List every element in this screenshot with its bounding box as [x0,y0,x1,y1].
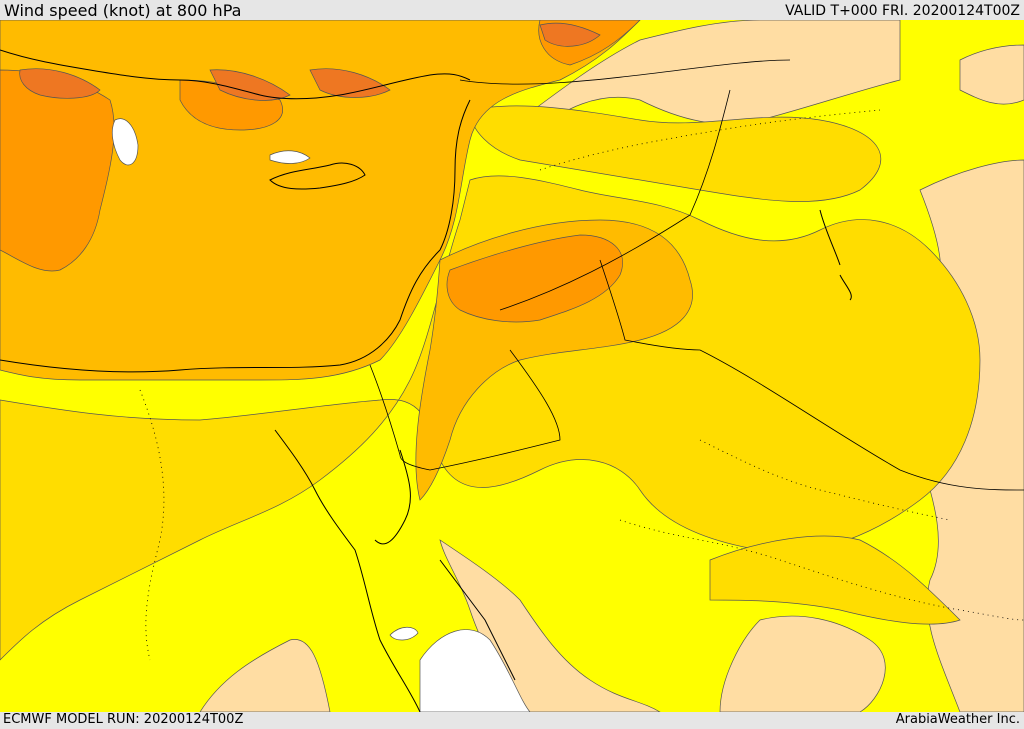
field-below-5 [111,118,531,712]
map-title: Wind speed (knot) at 800 hPa [4,1,242,20]
wind-speed-map [0,20,1024,712]
field-30-plus [19,22,601,101]
credit: ArabiaWeather Inc. [895,712,1020,727]
footer-bar: ECMWF MODEL RUN: 20200124T00Z ArabiaWeat… [0,712,1024,729]
valid-time: VALID T+000 FRI. 20200124T00Z [785,3,1020,19]
coastlines [0,49,852,712]
field-15-20 [0,105,981,661]
field-25-30 [0,20,641,323]
admin-boundaries [139,109,1024,661]
model-run: ECMWF MODEL RUN: 20200124T00Z [3,712,244,727]
header-bar: Wind speed (knot) at 800 hPa VALID T+000… [0,0,1024,20]
country-borders [369,59,1024,491]
